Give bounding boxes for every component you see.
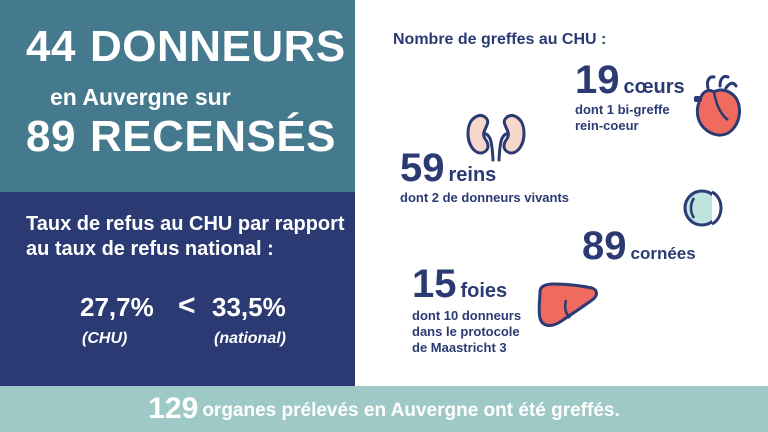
donors-word: DONNEURS bbox=[89, 22, 346, 71]
kidneys-count: 59 bbox=[400, 146, 445, 190]
kidneys-label: reins bbox=[448, 164, 497, 186]
livers-label: foies bbox=[460, 280, 508, 302]
kidneys-icon bbox=[466, 113, 526, 162]
grafts-title: Nombre de greffes au CHU : bbox=[393, 31, 607, 48]
footer-count: 129 bbox=[148, 392, 199, 425]
comparison-sign: < bbox=[178, 289, 196, 322]
refusal-panel: Taux de refus au CHU par rapport au taux… bbox=[0, 192, 355, 386]
chu-rate-label: (CHU) bbox=[82, 330, 128, 347]
national-rate-label: (national) bbox=[214, 330, 286, 347]
donors-panel: 44 DONNEURS en Auvergne sur 89 RECENSÉS bbox=[0, 0, 355, 192]
eye-icon bbox=[683, 189, 723, 227]
corneas-label: cornées bbox=[630, 244, 696, 263]
livers-count: 15 bbox=[412, 262, 457, 306]
donors-middle-text: en Auvergne sur bbox=[50, 84, 231, 110]
heart-icon bbox=[694, 74, 741, 137]
hearts-detail: dont 1 bi-greffe rein-coeur bbox=[575, 102, 670, 133]
census-word: RECENSÉS bbox=[89, 112, 337, 161]
donors-count: 44 bbox=[26, 22, 76, 71]
chu-rate-value: 27,7% bbox=[80, 292, 154, 322]
corneas-stat: 89 cornées bbox=[582, 226, 696, 266]
footer-text: organes prélevés en Auvergne ont été gre… bbox=[202, 400, 620, 421]
kidneys-stat: 59 reins dont 2 de donneurs vivants bbox=[400, 148, 569, 206]
livers-stat: 15 foies dont 10 donneurs dans le protoco… bbox=[412, 264, 527, 356]
corneas-count: 89 bbox=[582, 224, 627, 268]
hearts-label: cœurs bbox=[623, 76, 685, 98]
hearts-stat: 19 cœurs dont 1 bi-greffe rein-coeur bbox=[575, 60, 685, 134]
census-count: 89 bbox=[26, 112, 76, 161]
national-rate-value: 33,5% bbox=[212, 292, 286, 322]
liver-icon bbox=[537, 282, 598, 327]
refusal-title: Taux de refus au CHU par rapport au taux… bbox=[26, 213, 345, 260]
footer-banner: 129 organes prélevés en Auvergne ont été … bbox=[0, 386, 768, 432]
donors-headline: 44 DONNEURS bbox=[26, 22, 346, 72]
hearts-count: 19 bbox=[575, 58, 620, 102]
livers-detail: dont 10 donneurs dans le protocole de Ma… bbox=[412, 308, 522, 355]
census-headline: 89 RECENSÉS bbox=[26, 112, 336, 162]
kidneys-detail: dont 2 de donneurs vivants bbox=[400, 190, 570, 205]
